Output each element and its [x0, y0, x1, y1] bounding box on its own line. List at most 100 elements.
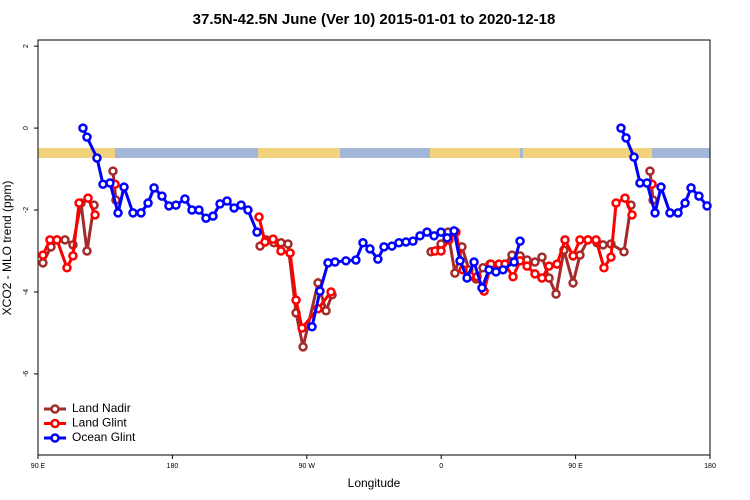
x-tick-label: 180	[704, 463, 716, 470]
series-point	[515, 236, 525, 246]
series-point	[307, 322, 317, 332]
series-point	[74, 198, 84, 208]
series-point	[673, 208, 683, 218]
series-point	[180, 194, 190, 204]
series-point	[341, 256, 351, 266]
series-point	[351, 255, 361, 265]
series-line	[310, 227, 522, 328]
series-point	[627, 210, 637, 220]
series-line	[619, 127, 709, 215]
series-point	[544, 261, 554, 271]
series-point	[326, 287, 336, 297]
series-point	[620, 193, 630, 203]
series-point	[462, 273, 472, 283]
series-point	[108, 166, 118, 176]
series-point	[509, 257, 519, 267]
series-point	[530, 269, 540, 279]
legend-marker	[50, 418, 60, 429]
series-point	[650, 208, 660, 218]
series-point	[598, 240, 608, 250]
series-point	[645, 166, 655, 176]
series-point	[568, 251, 578, 261]
series-point	[611, 198, 621, 208]
series-point	[477, 283, 487, 293]
series-point	[694, 191, 704, 201]
series-point	[616, 123, 626, 133]
series-point	[537, 273, 547, 283]
y-tick-label: -2	[23, 207, 30, 213]
legend-label: Ocean Glint	[72, 430, 136, 444]
series-point	[599, 263, 609, 273]
series-point	[268, 234, 278, 244]
series-point	[243, 205, 253, 215]
series-point	[365, 244, 375, 254]
x-tick-label: 0	[439, 463, 443, 470]
series-point	[442, 233, 452, 243]
y-tick-label: 2	[23, 44, 30, 48]
series-point	[194, 205, 204, 215]
series-point	[680, 198, 690, 208]
series-point	[90, 210, 100, 220]
series-point	[642, 178, 652, 188]
y-tick-label: -6	[23, 371, 30, 377]
series-point	[436, 246, 446, 256]
series-point	[455, 256, 465, 266]
y-tick-label: -4	[23, 289, 30, 295]
series-point	[276, 246, 286, 256]
series-point	[621, 133, 631, 143]
series-point	[68, 251, 78, 261]
series-point	[83, 193, 93, 203]
series-point	[78, 123, 88, 133]
series-point	[373, 254, 383, 264]
series-point	[436, 227, 446, 237]
series-point	[38, 258, 48, 268]
series-point	[450, 268, 460, 278]
series-point	[702, 201, 712, 211]
series-point	[128, 208, 138, 218]
series-point	[298, 342, 308, 352]
series-point	[330, 257, 340, 267]
x-tick-label: 90 W	[299, 463, 316, 470]
series-point	[136, 208, 146, 218]
series-point	[575, 235, 585, 245]
series-point	[297, 323, 307, 333]
series-point	[656, 182, 666, 192]
series-point	[291, 295, 301, 305]
series-point	[157, 191, 167, 201]
series-point	[415, 231, 425, 241]
legend-label: Land Glint	[72, 416, 127, 430]
series-point	[619, 247, 629, 257]
series-point	[82, 246, 92, 256]
series-point	[358, 238, 368, 248]
series-point	[254, 212, 264, 222]
series-point	[606, 252, 616, 262]
series-point	[665, 208, 675, 218]
series-point	[321, 306, 331, 316]
series-point	[252, 227, 262, 237]
x-tick-label: 180	[167, 463, 179, 470]
series-point	[568, 278, 578, 288]
series-point	[38, 250, 48, 260]
y-axis-label: XCO2 - MLO trend (ppm)	[0, 181, 14, 316]
chart-title: 37.5N-42.5N June (Ver 10) 2015-01-01 to …	[193, 11, 556, 28]
series-point	[591, 235, 601, 245]
series-point	[522, 261, 532, 271]
legend-marker	[50, 404, 60, 414]
series-point	[222, 196, 232, 206]
series-point	[686, 183, 696, 193]
series-point	[552, 259, 562, 269]
series-point	[498, 265, 508, 275]
series-point	[92, 153, 102, 163]
legend-marker	[50, 433, 60, 443]
x-tick-label: 90 E	[568, 463, 583, 470]
plot-frame	[37, 39, 711, 456]
series-point	[119, 182, 129, 192]
series-point	[62, 263, 72, 273]
series-point	[449, 226, 459, 236]
legend-label: Land Nadir	[72, 401, 131, 415]
series-point	[422, 227, 432, 237]
series-point	[379, 242, 389, 252]
series-point	[60, 235, 70, 245]
series-point	[469, 257, 479, 267]
series-point	[530, 257, 540, 267]
